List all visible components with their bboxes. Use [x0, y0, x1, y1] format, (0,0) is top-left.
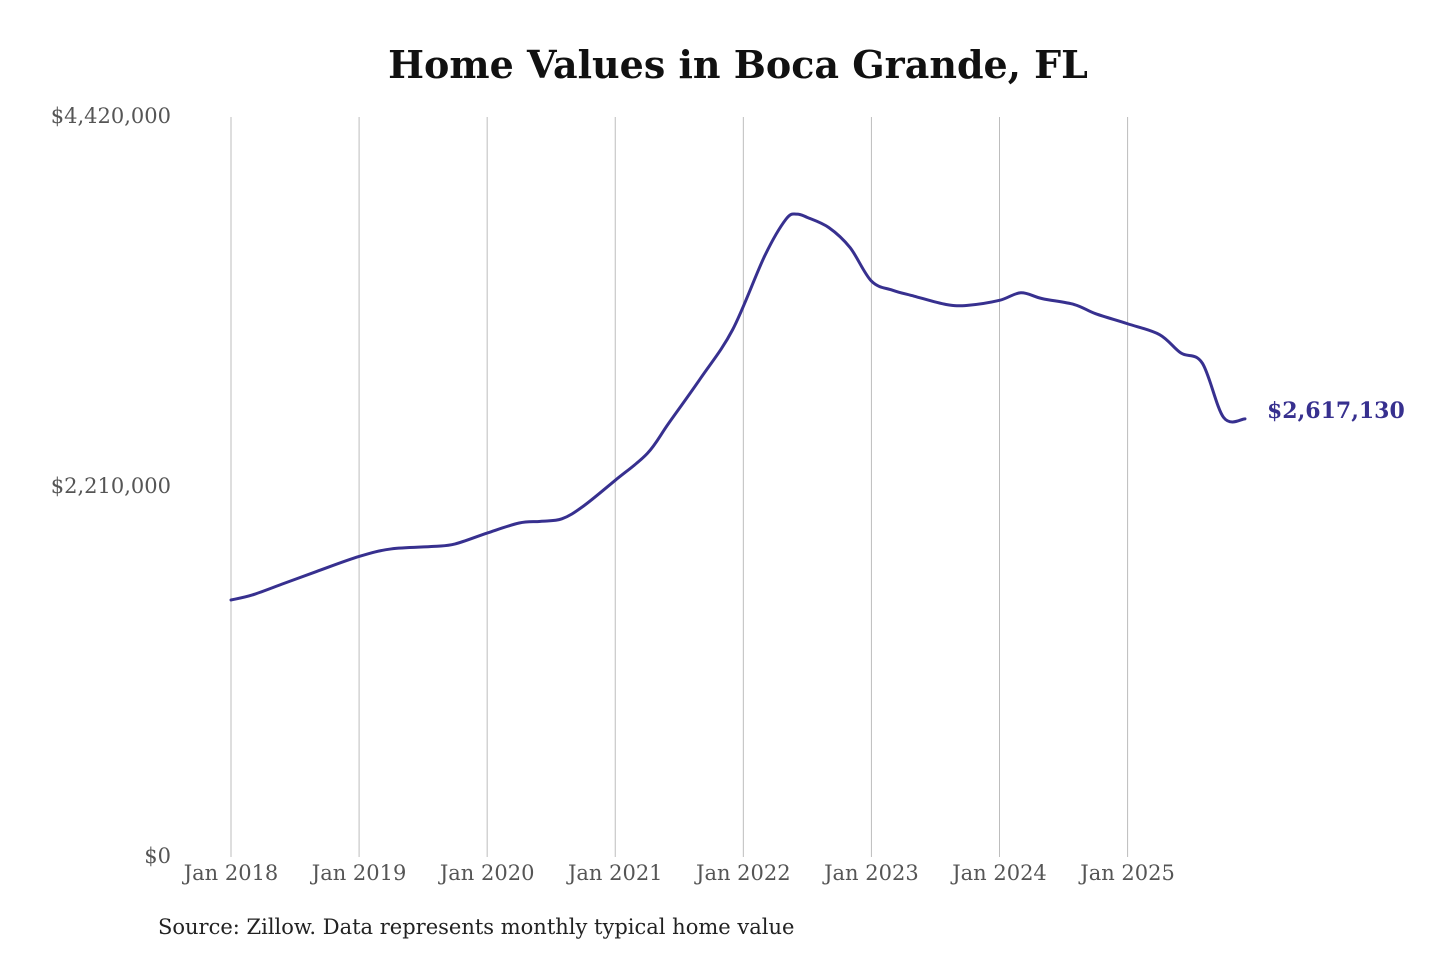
- y-tick-label: $2,210,000: [51, 474, 171, 498]
- y-tick-label: $4,420,000: [51, 104, 171, 128]
- grid-layer: [230, 117, 1129, 857]
- x-tick-label: Jan 2025: [1078, 861, 1175, 885]
- x-axis: Jan 2018 Jan 2019 Jan 2020 Jan 2021 Jan 2022…: [182, 861, 1175, 885]
- x-tick-label: Jan 2022: [694, 861, 791, 885]
- series-line-home-value: [229, 212, 1247, 602]
- x-tick-label: Jan 2020: [438, 861, 535, 885]
- chart-title: Home Values in Boca Grande, FL: [388, 42, 1088, 87]
- end-value-label: $2,617,130: [1267, 398, 1405, 424]
- x-tick-label: Jan 2019: [310, 861, 407, 885]
- x-tick-label: Jan 2021: [566, 861, 663, 885]
- x-tick-label: Jan 2024: [950, 861, 1047, 885]
- x-tick-label: Jan 2023: [822, 861, 919, 885]
- series-layer: [229, 212, 1247, 602]
- source-note: Source: Zillow. Data represents monthly …: [158, 915, 795, 939]
- y-axis: $0 $2,210,000 $4,420,000: [51, 104, 171, 868]
- y-tick-label: $0: [144, 844, 171, 868]
- x-tick-label: Jan 2018: [182, 861, 279, 885]
